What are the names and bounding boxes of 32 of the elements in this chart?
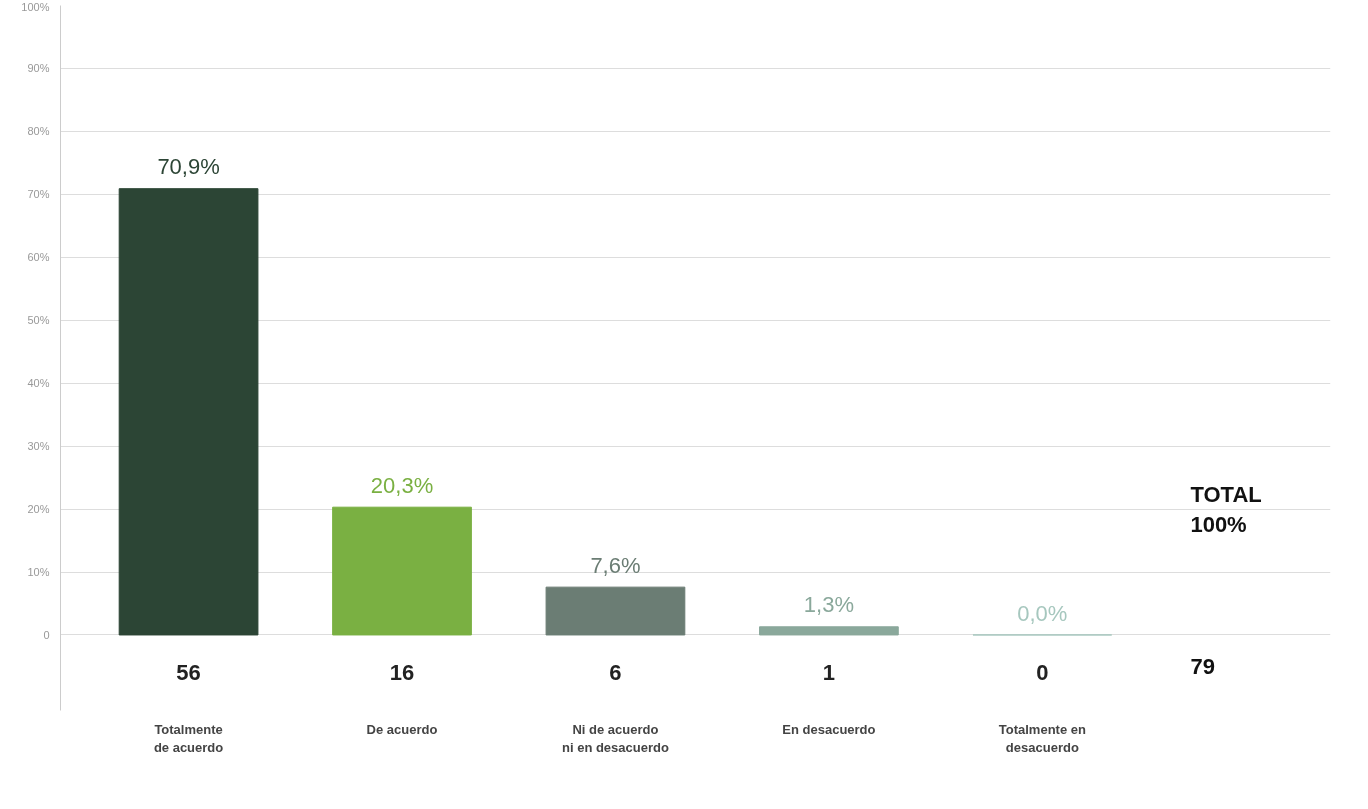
bar	[332, 506, 472, 636]
annotation: 6	[609, 660, 622, 686]
y-tick-label: 40%	[27, 377, 50, 390]
y-tick-label: 60%	[27, 251, 50, 264]
data-label: 1,3%	[803, 592, 854, 618]
annotation: 56	[176, 660, 201, 686]
x-tick-label: Ni de acuerdo ni en desacuerdo	[562, 721, 669, 755]
annotation: 1	[822, 660, 836, 686]
x-tick-label: En desacuerdo	[782, 721, 876, 737]
annotation: 0	[1036, 660, 1049, 686]
y-tick-label: 0	[43, 628, 50, 641]
bar	[118, 188, 259, 636]
y-tick-label: 10%	[27, 566, 50, 579]
y-tick-label: 70%	[27, 188, 50, 201]
text: 79	[1190, 653, 1215, 679]
y-tick-label: 80%	[27, 125, 50, 138]
x-tick-label: De acuerdo	[366, 721, 438, 737]
annotation: 16	[389, 660, 415, 686]
data-label: 0,0%	[1017, 600, 1068, 626]
y-tick-label: 50%	[27, 314, 50, 327]
data-label: 70,9%	[157, 154, 220, 180]
y-tick-label: 100%	[21, 0, 50, 13]
bar	[759, 626, 899, 636]
data-label: 7,6%	[590, 552, 641, 578]
y-tick-label: 30%	[27, 440, 50, 453]
bar	[545, 586, 686, 636]
y-tick-label: 20%	[27, 503, 50, 516]
y-tick-label: 90%	[27, 62, 50, 75]
x-tick-label: Totalmente en desacuerdo	[998, 721, 1086, 755]
text: TOTAL 100%	[1190, 481, 1262, 537]
x-tick-label: Totalmente de acuerdo	[153, 721, 224, 755]
data-label: 20,3%	[370, 472, 434, 498]
